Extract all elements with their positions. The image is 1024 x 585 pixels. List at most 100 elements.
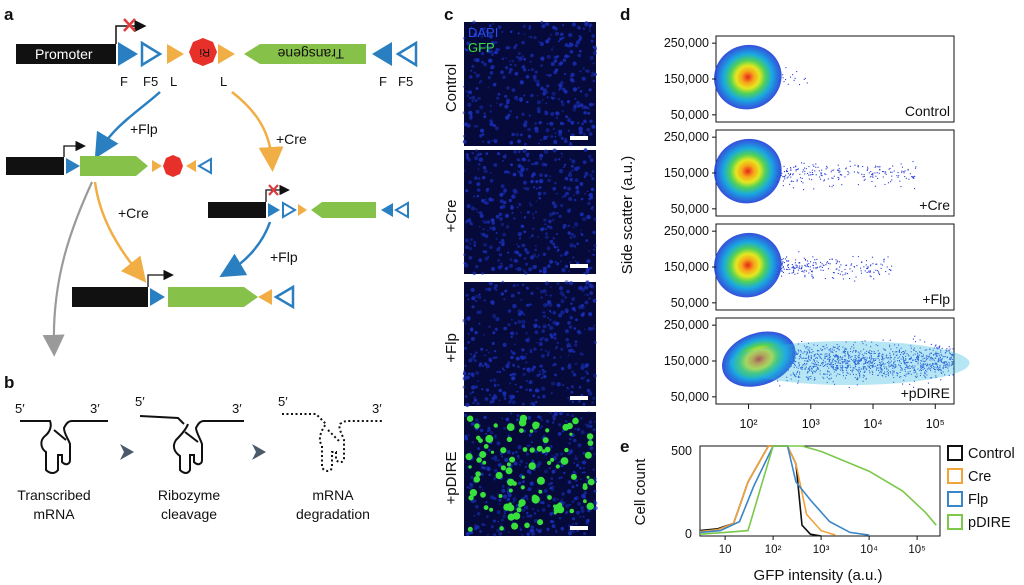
- d-ytick-label: 250,000: [664, 318, 709, 332]
- nucleus-dot: [481, 133, 485, 136]
- nucleus-dot: [559, 37, 563, 41]
- event-dot: [789, 174, 791, 176]
- nucleus-dot: [498, 399, 501, 402]
- nucleus-dot: [541, 311, 544, 314]
- event-dot: [808, 263, 810, 265]
- nucleus-dot: [530, 53, 534, 58]
- nucleus-dot: [507, 497, 510, 501]
- nucleus-dot: [508, 400, 512, 404]
- event-dot: [926, 349, 928, 351]
- nucleus-dot: [591, 208, 595, 211]
- event-dot: [926, 374, 928, 376]
- event-dot: [877, 177, 879, 179]
- event-dot: [813, 366, 815, 368]
- nucleus-dot: [577, 286, 583, 291]
- nucleus-dot: [501, 455, 504, 458]
- event-dot: [803, 357, 805, 359]
- event-dot: [894, 344, 896, 346]
- e-ytick-0: 0: [685, 527, 692, 541]
- nucleus-dot: [510, 318, 513, 321]
- event-dot: [903, 360, 905, 362]
- mrna-stem-3: [327, 429, 341, 443]
- event-dot: [818, 355, 820, 357]
- event-dot: [817, 166, 819, 168]
- gfp-cell: [536, 422, 540, 426]
- nucleus-dot: [587, 411, 590, 413]
- nucleus-dot: [577, 104, 581, 108]
- nucleus-dot: [541, 227, 545, 231]
- nucleus-dot: [490, 431, 494, 435]
- event-dot: [794, 364, 796, 366]
- event-dot: [810, 375, 812, 377]
- event-dot: [837, 357, 839, 359]
- nucleus-dot: [563, 471, 566, 475]
- event-dot: [917, 354, 919, 356]
- nucleus-dot: [514, 343, 516, 346]
- nucleus-dot: [466, 316, 471, 321]
- event-dot: [949, 357, 951, 359]
- nucleus-dot: [551, 488, 554, 492]
- event-dot: [853, 265, 855, 267]
- nucleus-dot: [542, 91, 547, 96]
- nucleus-dot: [592, 51, 597, 56]
- nucleus-dot: [537, 235, 540, 238]
- event-dot: [944, 352, 946, 354]
- nucleus-dot: [552, 414, 557, 419]
- event-dot: [893, 353, 895, 355]
- five-prime-2: 5′: [135, 394, 145, 409]
- event-dot: [947, 370, 949, 372]
- nucleus-dot: [565, 503, 570, 508]
- event-dot: [903, 379, 905, 381]
- event-dot: [803, 162, 805, 164]
- nucleus-dot: [569, 261, 572, 264]
- nucleus-dot: [467, 340, 471, 344]
- scale-bar: [570, 136, 588, 140]
- event-dot: [834, 383, 836, 385]
- event-dot: [862, 366, 864, 368]
- nucleus-dot: [513, 150, 518, 154]
- micrograph-3: [464, 411, 598, 537]
- event-dot: [816, 357, 818, 359]
- event-dot: [951, 355, 953, 357]
- event-dot: [790, 378, 792, 380]
- nucleus-dot: [575, 100, 581, 106]
- event-dot: [782, 74, 784, 76]
- nucleus-dot: [578, 126, 583, 131]
- nucleus-dot: [544, 469, 548, 474]
- event-dot: [832, 361, 834, 363]
- promoter-arrow-3-icon: [265, 184, 290, 202]
- nucleus-dot: [471, 224, 473, 226]
- nucleus-dot: [465, 402, 470, 408]
- nucleus-dot: [575, 484, 579, 487]
- nucleus-dot: [586, 424, 590, 428]
- gfp-cell: [521, 475, 525, 479]
- nucleus-dot: [501, 518, 504, 522]
- event-dot: [805, 346, 807, 348]
- nucleus-dot: [567, 354, 570, 357]
- event-dot: [910, 373, 912, 375]
- event-dot: [870, 171, 872, 173]
- nucleus-dot: [479, 79, 483, 83]
- nucleus-dot: [571, 370, 574, 374]
- event-dot: [803, 78, 805, 80]
- gfp-cell: [529, 447, 535, 453]
- event-dot: [808, 359, 810, 361]
- nucleus-dot: [511, 376, 516, 381]
- event-dot: [907, 169, 909, 171]
- nucleus-dot: [517, 267, 522, 272]
- event-dot: [910, 351, 912, 353]
- event-dot: [890, 270, 892, 272]
- event-dot: [833, 349, 835, 351]
- nucleus-dot: [465, 155, 470, 160]
- nucleus-dot: [472, 20, 476, 24]
- event-dot: [813, 188, 815, 190]
- nucleus-dot: [462, 385, 466, 389]
- event-dot: [917, 358, 919, 360]
- event-dot: [801, 268, 803, 270]
- nucleus-dot: [551, 201, 556, 205]
- event-dot: [872, 172, 874, 174]
- blocked-x-2-icon: [268, 184, 279, 196]
- nucleus-dot: [544, 235, 549, 239]
- event-dot: [892, 367, 894, 369]
- event-dot: [892, 374, 894, 376]
